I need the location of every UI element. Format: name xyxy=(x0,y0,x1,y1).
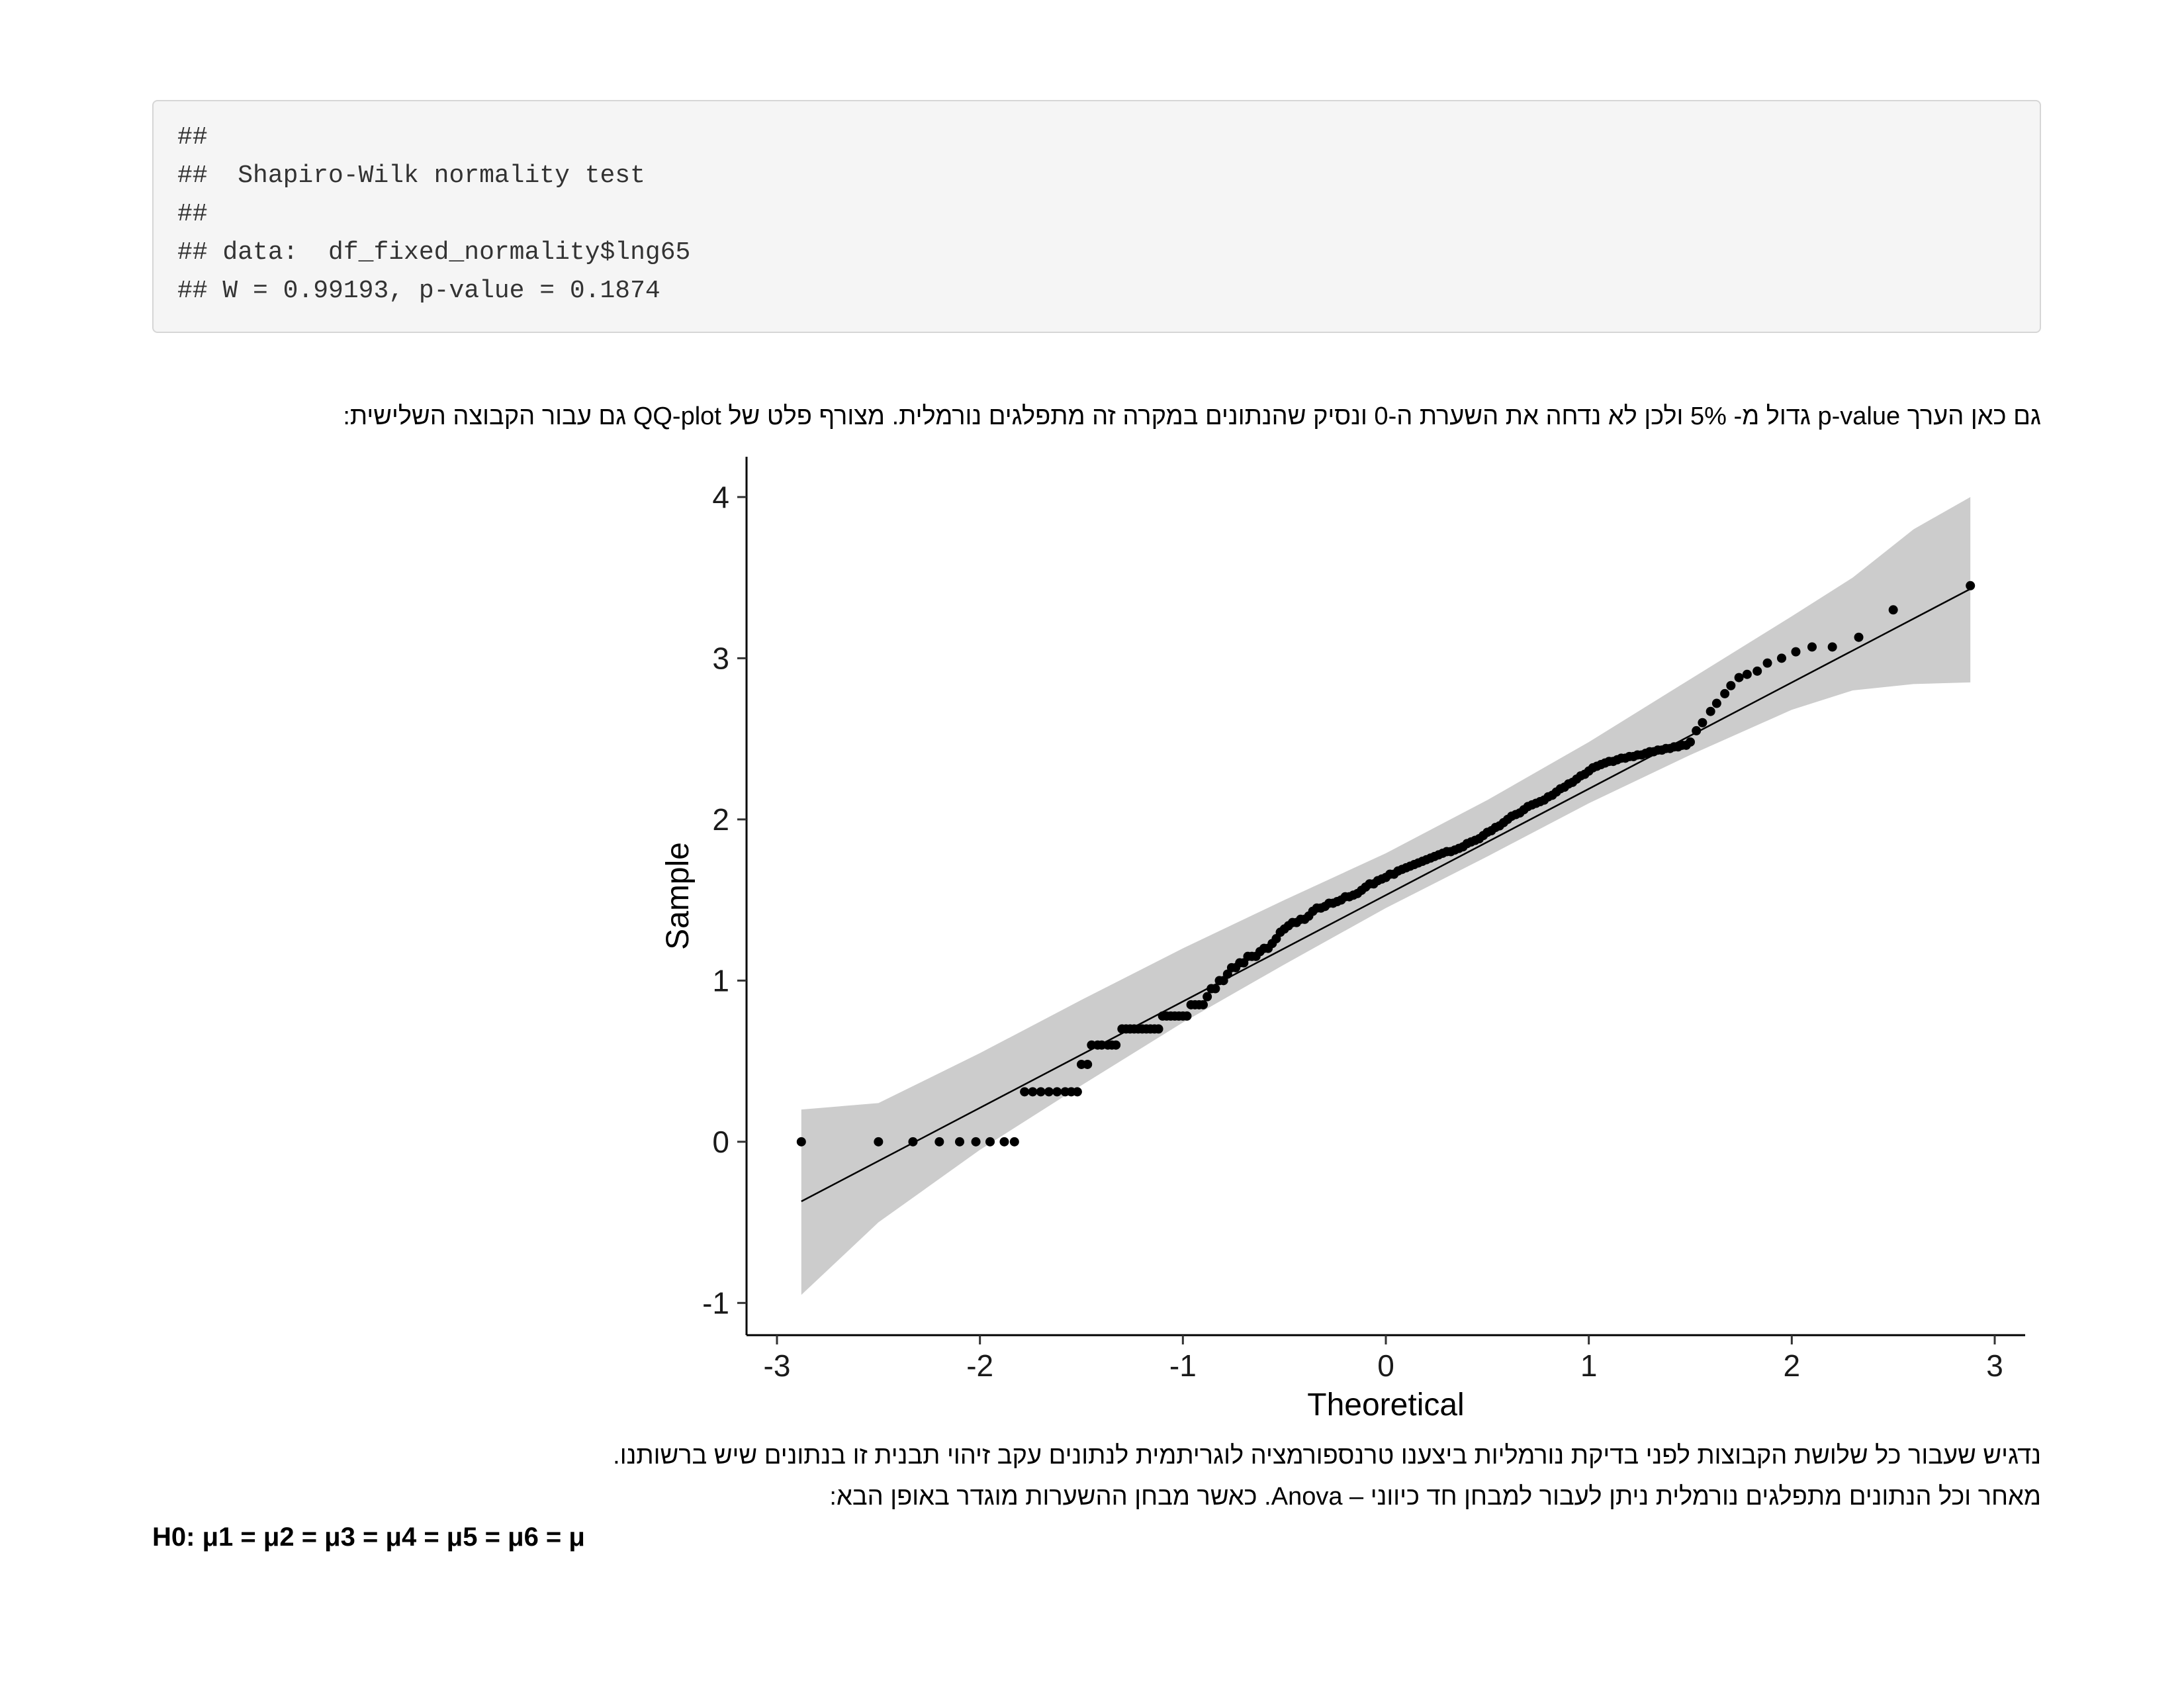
data-point xyxy=(796,1137,806,1147)
data-point xyxy=(1203,992,1212,1002)
code-line: ## data: df_fixed_normality$lng65 xyxy=(177,238,691,267)
data-point xyxy=(934,1137,944,1147)
paragraph-log-transform: נדגיש שעבור כל שלושת הקבוצות לפני בדיקת … xyxy=(613,1442,2041,1470)
data-point xyxy=(1777,653,1786,663)
data-point xyxy=(1854,632,1864,642)
y-tick-label: 2 xyxy=(712,802,729,837)
data-point xyxy=(1020,1087,1030,1097)
y-tick-label: -1 xyxy=(702,1286,729,1320)
data-point xyxy=(1807,642,1817,652)
x-tick-label: 3 xyxy=(1986,1348,2003,1383)
data-point xyxy=(955,1137,964,1147)
data-point xyxy=(1720,688,1730,698)
data-point xyxy=(1966,581,1976,590)
code-output-box: ## ## Shapiro-Wilk normality test ## ## … xyxy=(152,100,2041,333)
data-point xyxy=(1762,658,1772,668)
data-point xyxy=(1009,1137,1019,1147)
data-point xyxy=(1734,673,1744,682)
code-line: ## xyxy=(177,123,208,152)
data-point xyxy=(1711,698,1721,708)
code-line: ## Shapiro-Wilk normality test xyxy=(177,162,645,190)
axes-layer: -3 -2 -1 0 1 2 3 -1 0 1 2 3 4 Theoretical Sample xyxy=(660,457,2025,1423)
data-point xyxy=(1791,647,1801,657)
data-point xyxy=(1072,1087,1082,1097)
qq-plot-chart: -3 -2 -1 0 1 2 3 -1 0 1 2 3 4 Theoretical Sample xyxy=(660,457,2025,1423)
y-tick-label: 0 xyxy=(712,1125,729,1159)
y-axis-title: Sample xyxy=(660,842,696,950)
data-point xyxy=(1111,1040,1121,1050)
y-tick-label: 3 xyxy=(712,641,729,675)
data-point xyxy=(1154,1024,1163,1034)
data-point xyxy=(1698,718,1707,727)
x-tick-label: -3 xyxy=(764,1348,791,1383)
data-point xyxy=(1028,1087,1038,1097)
data-point xyxy=(874,1137,884,1147)
data-point xyxy=(1036,1087,1046,1097)
data-point xyxy=(1726,680,1736,690)
data-point xyxy=(1827,642,1837,652)
y-tick-label: 1 xyxy=(712,963,729,998)
data-point xyxy=(1706,706,1715,716)
data-point xyxy=(1210,984,1220,994)
data-point xyxy=(1083,1059,1093,1069)
data-point xyxy=(1752,666,1762,676)
data-point xyxy=(971,1137,981,1147)
reference-line-layer xyxy=(801,588,1971,1203)
x-axis-title: Theoretical xyxy=(1307,1387,1464,1423)
x-tick-label: 2 xyxy=(1784,1348,1801,1383)
paragraph-anova: מאחר וכל הנתונים מתפלגים נורמלית ניתן לע… xyxy=(829,1483,2041,1511)
data-point xyxy=(1686,737,1695,747)
y-tick-label: 4 xyxy=(712,480,729,514)
data-point xyxy=(1052,1087,1062,1097)
x-tick-label: -2 xyxy=(966,1348,993,1383)
data-point xyxy=(1182,1011,1192,1021)
data-point xyxy=(985,1137,995,1147)
data-point xyxy=(999,1137,1009,1147)
data-point xyxy=(1888,605,1898,615)
data-point xyxy=(1199,1000,1208,1009)
code-line: ## xyxy=(177,200,208,228)
x-tick-label: 0 xyxy=(1377,1348,1394,1383)
x-tick-label: 1 xyxy=(1580,1348,1598,1383)
code-line: ## W = 0.99193, p-value = 0.1874 xyxy=(177,277,660,305)
x-tick-label: -1 xyxy=(1169,1348,1197,1383)
reference-line xyxy=(801,588,1971,1203)
paragraph-pvalue-conclusion: גם כאן הערך p-value גדול מ- 5% ולכן לא נ… xyxy=(343,402,2041,430)
data-point xyxy=(1044,1087,1054,1097)
data-point xyxy=(908,1137,918,1147)
data-point xyxy=(1742,669,1752,679)
data-point xyxy=(1692,726,1702,735)
points-layer xyxy=(796,581,1976,1147)
null-hypothesis: H0: μ1 = μ2 = μ3 = μ4 = μ5 = μ6 = μ xyxy=(152,1523,585,1552)
